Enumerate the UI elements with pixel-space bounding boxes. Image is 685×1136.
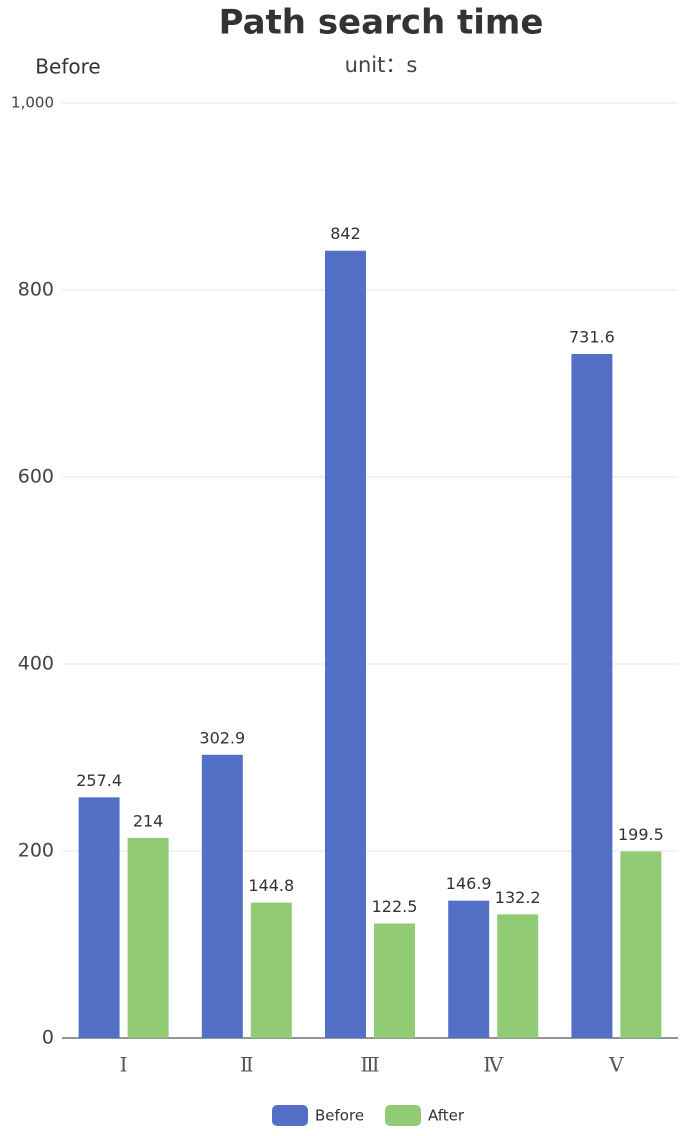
bar: [571, 353, 613, 1039]
value-label: 257.4: [76, 771, 122, 790]
y-tick-label: 200: [18, 840, 54, 862]
bar: [250, 902, 292, 1038]
chart-subtitle: unit：s: [345, 53, 418, 77]
value-label: 842: [330, 224, 361, 243]
bar: [127, 837, 169, 1038]
bar: [201, 754, 243, 1038]
legend-swatch: [385, 1105, 421, 1126]
x-tick-label: Ⅲ: [360, 1053, 379, 1077]
value-label: 122.5: [372, 897, 418, 916]
y-tick-label: 1,000: [11, 94, 54, 112]
legend-swatch: [272, 1105, 308, 1126]
y-tick-label: 800: [18, 279, 54, 301]
chart-title: Path search time: [219, 3, 544, 43]
y-tick-label: 0: [42, 1027, 54, 1049]
value-label: 214: [133, 811, 164, 830]
x-tick-label: Ⅳ: [483, 1053, 504, 1077]
y-tick-label: 600: [18, 466, 54, 488]
value-label: 146.9: [446, 874, 492, 893]
x-tick-label: Ⅰ: [120, 1053, 128, 1077]
value-label: 302.9: [199, 728, 245, 747]
bar: [497, 914, 539, 1038]
legend-label: After: [428, 1107, 465, 1125]
value-label: 132.2: [495, 888, 541, 907]
y-tick-label: 400: [18, 653, 54, 675]
bar: [448, 900, 490, 1038]
x-tick-label: Ⅴ: [608, 1053, 624, 1077]
bar: [620, 851, 662, 1038]
bar: [325, 250, 366, 1039]
bar: [78, 797, 120, 1038]
value-label: 144.8: [248, 876, 294, 895]
value-label: 199.5: [618, 825, 664, 844]
legend-label: Before: [315, 1107, 364, 1125]
bar: [374, 923, 415, 1038]
y-axis-label: Before: [35, 55, 100, 79]
value-label: 731.6: [569, 327, 615, 346]
x-tick-label: Ⅱ: [240, 1053, 254, 1077]
